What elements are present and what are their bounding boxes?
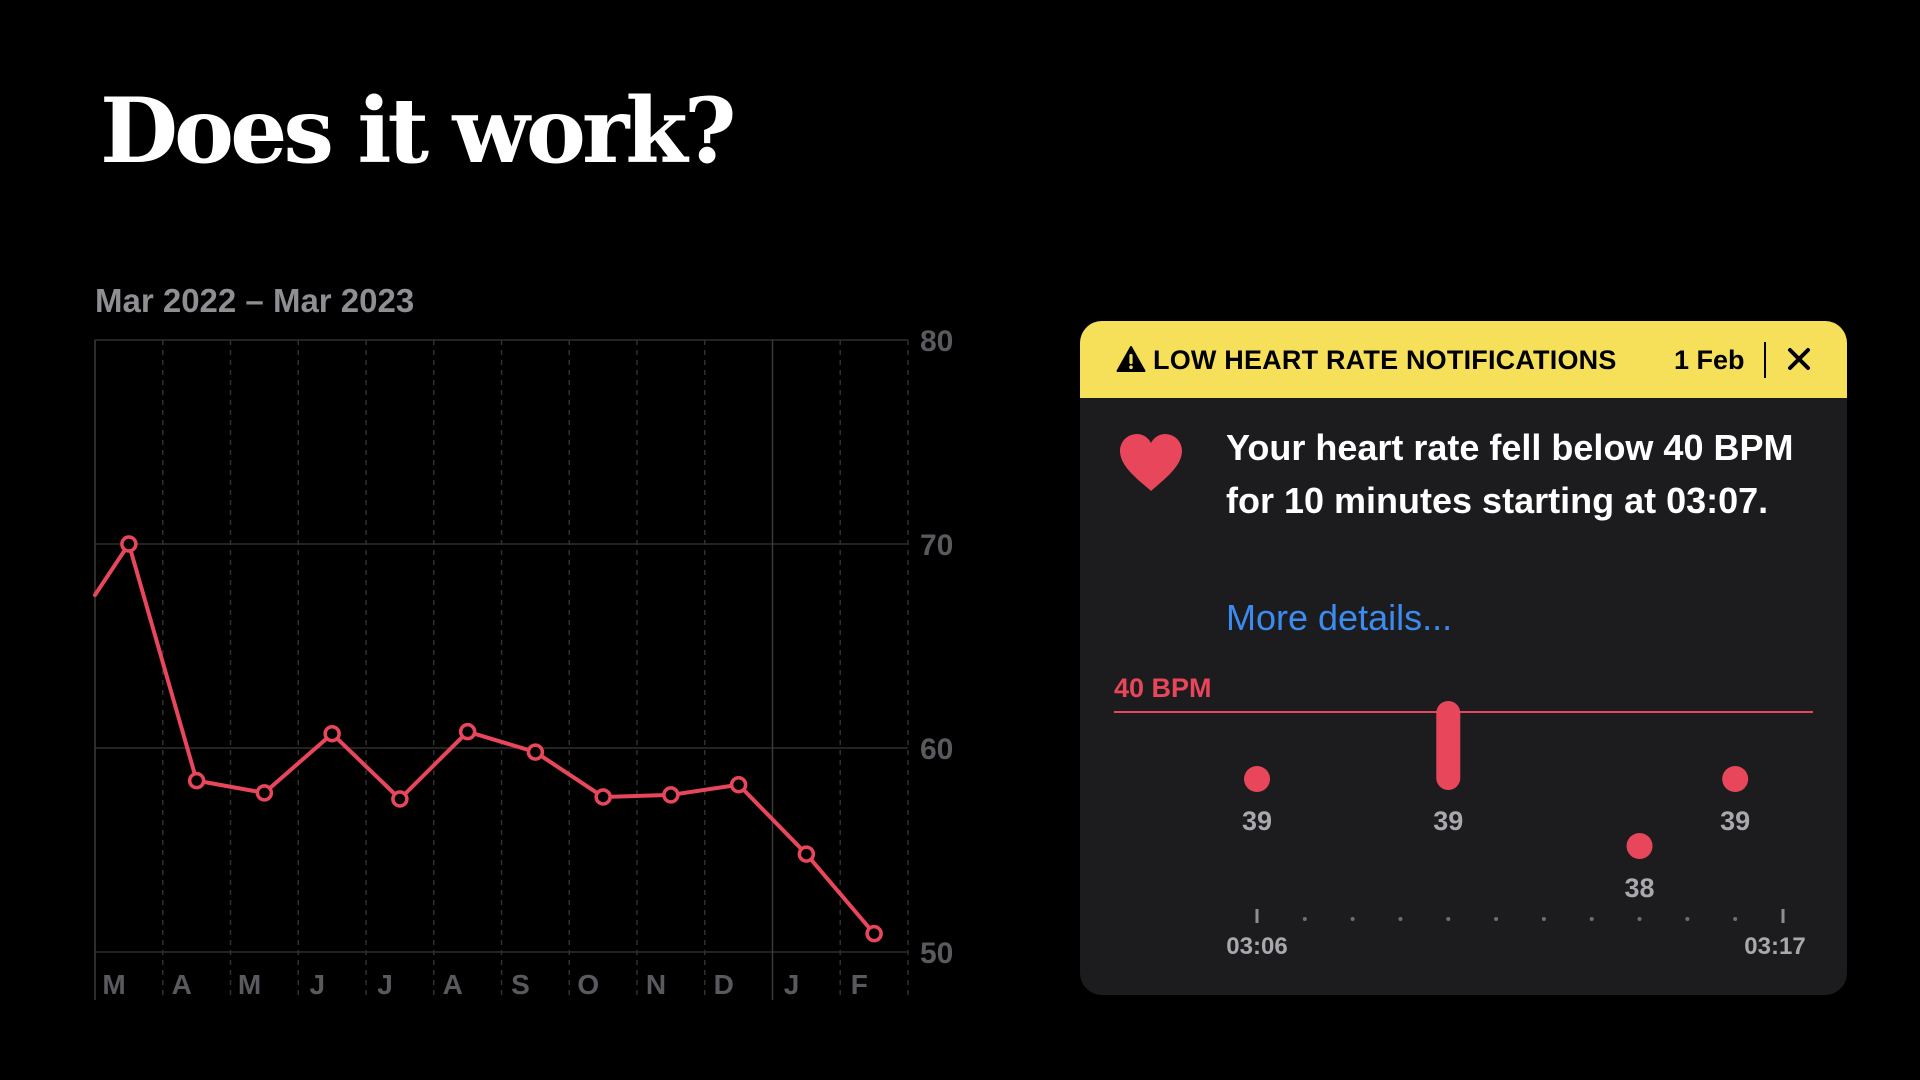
data-point xyxy=(526,743,545,761)
axis-minor-tick xyxy=(1541,917,1546,921)
data-point xyxy=(187,771,206,790)
more-details-link[interactable]: More details... xyxy=(1226,597,1453,638)
data-point xyxy=(1244,766,1270,792)
data-point xyxy=(729,775,748,794)
heart-rate-trend-chart: Mar 2022 – Mar 2023 80 70 60 50 M A M J J A S O N D J F xyxy=(93,282,953,1000)
axis-minor-tick xyxy=(1589,917,1594,921)
low-heart-rate-notification: LOW HEART RATE NOTIFICATIONS 1 Feb Your … xyxy=(1080,321,1847,995)
data-range-bar xyxy=(1436,701,1461,790)
data-point xyxy=(120,535,138,553)
data-point xyxy=(1626,833,1653,859)
x-tick-label: A xyxy=(172,969,192,1000)
y-tick-label: 80 xyxy=(920,325,953,358)
axis-minor-tick xyxy=(1350,917,1355,921)
x-tick-label: J xyxy=(309,969,325,1000)
x-tick-label: O xyxy=(577,969,599,1000)
x-tick-label: N xyxy=(646,969,666,1000)
y-tick-label: 60 xyxy=(920,733,953,766)
data-point xyxy=(865,924,883,943)
x-tick-label: M xyxy=(238,969,261,1000)
notification-header: LOW HEART RATE NOTIFICATIONS 1 Feb xyxy=(1080,321,1847,398)
x-tick-label: A xyxy=(443,969,463,1000)
axis-minor-tick xyxy=(1446,917,1451,921)
warning-triangle-icon xyxy=(1116,346,1146,372)
data-label: 38 xyxy=(1625,873,1655,903)
y-tick-label: 70 xyxy=(920,529,953,562)
data-point xyxy=(594,788,612,806)
data-label: 39 xyxy=(1433,806,1463,836)
header-divider xyxy=(1764,342,1766,378)
axis-minor-tick xyxy=(1685,917,1690,921)
low-heart-rate-episode-chart: 40 BPM 39 39 38 39 03:06 03:17 xyxy=(1114,673,1813,960)
x-tick-label: J xyxy=(377,969,393,1000)
y-tick-label: 50 xyxy=(920,937,953,970)
axis-minor-tick xyxy=(1733,917,1738,921)
axis-minor-tick xyxy=(1637,917,1642,921)
data-point xyxy=(255,784,274,802)
time-end-label: 03:17 xyxy=(1744,933,1805,960)
x-tick-label: D xyxy=(714,969,734,1000)
data-point xyxy=(458,722,477,741)
series-line xyxy=(93,542,877,936)
notification-date: 1 Feb xyxy=(1674,345,1745,375)
axis-minor-tick xyxy=(1302,917,1307,921)
notification-title: LOW HEART RATE NOTIFICATIONS xyxy=(1153,345,1617,375)
axis-minor-tick xyxy=(1398,917,1403,921)
data-point xyxy=(797,845,816,863)
x-tick-label: F xyxy=(851,969,868,1000)
x-tick-label: J xyxy=(784,969,800,1000)
data-point xyxy=(662,786,680,804)
data-point xyxy=(1722,766,1749,792)
data-label: 39 xyxy=(1720,806,1750,836)
threshold-label: 40 BPM xyxy=(1114,673,1212,703)
heart-icon xyxy=(1120,434,1182,491)
data-label: 39 xyxy=(1242,806,1272,836)
chart-title: Mar 2022 – Mar 2023 xyxy=(95,282,414,319)
data-point xyxy=(391,790,409,808)
x-tick-label: S xyxy=(511,969,530,1000)
data-point xyxy=(323,724,341,743)
notification-message: Your heart rate fell below 40 BPM for 10… xyxy=(1226,427,1794,521)
close-icon[interactable] xyxy=(1783,343,1815,375)
x-tick-label: M xyxy=(102,969,125,1000)
time-start-label: 03:06 xyxy=(1226,933,1287,960)
axis-minor-tick xyxy=(1494,917,1499,921)
slide-title: Does it work? xyxy=(100,78,736,184)
